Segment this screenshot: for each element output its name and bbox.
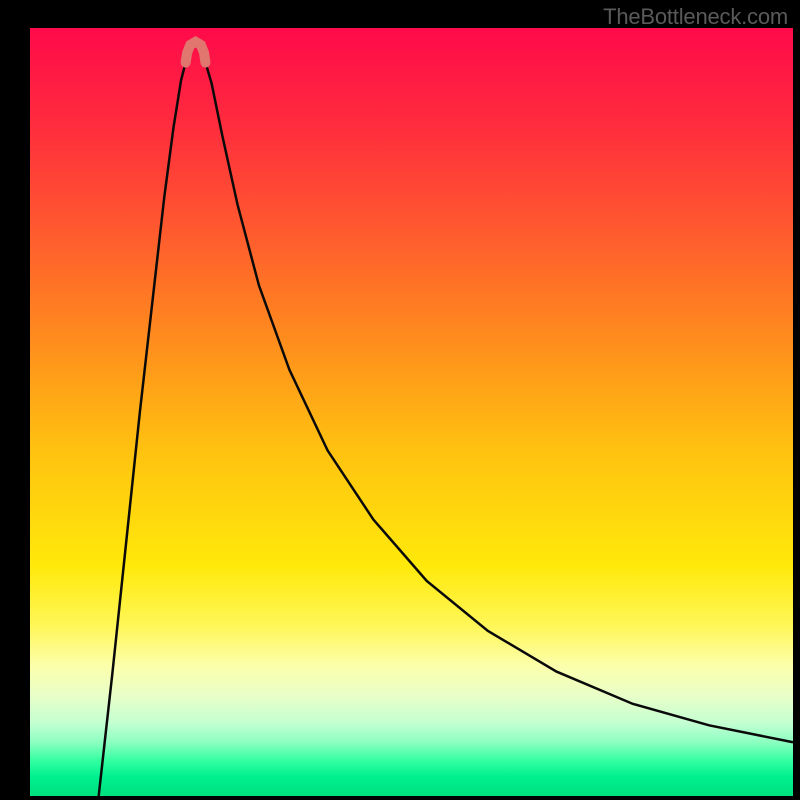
chart-container: { "watermark": { "text": "TheBottleneck.… (0, 0, 800, 800)
watermark-text: TheBottleneck.com (603, 4, 788, 30)
plot-background (30, 28, 793, 796)
bottleneck-curve-chart (0, 0, 800, 800)
